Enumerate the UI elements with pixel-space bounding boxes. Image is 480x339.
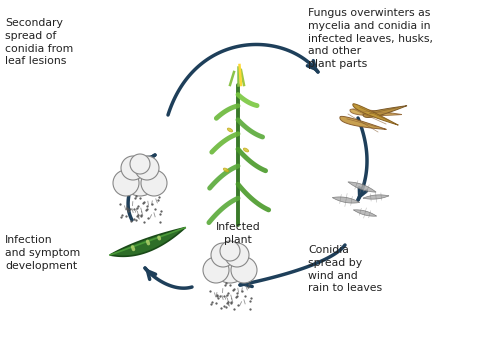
Polygon shape	[353, 210, 377, 216]
Circle shape	[121, 156, 145, 180]
Circle shape	[212, 247, 248, 283]
Circle shape	[122, 160, 158, 196]
Text: Fungus overwinters as
mycelia and conidia in
infected leaves, husks,
and other
p: Fungus overwinters as mycelia and conidi…	[308, 8, 433, 69]
Circle shape	[203, 257, 229, 283]
Polygon shape	[340, 116, 386, 129]
Circle shape	[220, 241, 240, 261]
Ellipse shape	[243, 148, 249, 152]
Polygon shape	[350, 109, 402, 116]
Circle shape	[141, 170, 167, 196]
Circle shape	[231, 257, 257, 283]
Ellipse shape	[228, 128, 233, 132]
Circle shape	[211, 243, 235, 267]
Polygon shape	[348, 182, 376, 192]
Circle shape	[113, 170, 139, 196]
Polygon shape	[363, 195, 389, 199]
Text: Conidia
spread by
wind and
rain to leaves: Conidia spread by wind and rain to leave…	[308, 245, 382, 293]
Circle shape	[225, 243, 249, 267]
Circle shape	[130, 154, 150, 174]
Text: Infected
plant: Infected plant	[216, 222, 260, 245]
Polygon shape	[363, 106, 407, 117]
Text: Infection
and symptom
development: Infection and symptom development	[5, 235, 80, 271]
Polygon shape	[353, 104, 398, 125]
Ellipse shape	[223, 168, 228, 172]
Polygon shape	[332, 197, 360, 203]
Text: Secondary
spread of
conidia from
leaf lesions: Secondary spread of conidia from leaf le…	[5, 18, 73, 66]
Polygon shape	[110, 227, 185, 256]
Circle shape	[135, 156, 159, 180]
